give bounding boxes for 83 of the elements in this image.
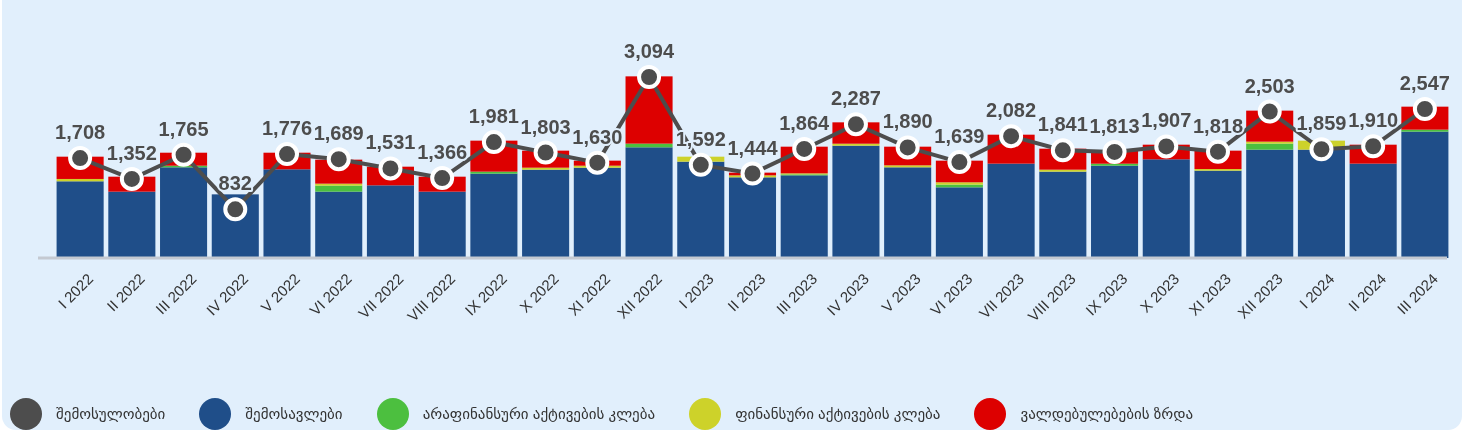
data-label: 2,082 <box>986 99 1037 122</box>
bar <box>728 177 777 258</box>
point <box>275 142 300 167</box>
bar <box>366 185 414 258</box>
bar <box>1246 143 1294 150</box>
bar <box>625 147 673 258</box>
bar <box>935 187 983 258</box>
point <box>1412 97 1437 121</box>
point <box>171 142 196 167</box>
data-label: 1,841 <box>1037 113 1088 136</box>
data-label: 1,352 <box>106 141 157 164</box>
bar <box>1091 165 1139 258</box>
point <box>68 146 93 171</box>
bar <box>1401 131 1449 258</box>
data-label: 1,444 <box>727 136 779 159</box>
bar <box>573 167 621 258</box>
point <box>223 197 248 222</box>
data-label: 1,910 <box>1348 109 1399 132</box>
bar <box>677 161 725 258</box>
legend-label: შემოსავლები <box>245 405 343 423</box>
data-label: 1,813 <box>1089 114 1140 137</box>
point <box>481 130 506 155</box>
bar <box>56 181 104 258</box>
data-label: 1,859 <box>1296 112 1347 135</box>
point <box>119 166 144 191</box>
data-label: 2,287 <box>830 87 881 110</box>
bar <box>1039 171 1087 258</box>
point <box>1309 137 1334 162</box>
point <box>895 135 920 160</box>
data-label: 1,765 <box>158 117 209 140</box>
data-label: 1,531 <box>365 131 416 154</box>
data-label: 1,776 <box>261 117 313 140</box>
data-label: 2,547 <box>1399 72 1450 94</box>
bar <box>884 167 932 258</box>
legend-label: შემოსულობები <box>56 405 166 423</box>
bar <box>1142 159 1190 258</box>
point <box>1154 134 1179 159</box>
bar <box>522 169 570 258</box>
data-label: 1,890 <box>882 110 933 133</box>
data-label: 1,366 <box>417 141 468 164</box>
bar <box>987 163 1035 258</box>
data-label: 3,094 <box>624 40 675 62</box>
bar <box>1246 149 1294 258</box>
bar <box>1194 170 1242 258</box>
point <box>843 112 868 137</box>
point <box>326 147 351 172</box>
point <box>1050 138 1075 163</box>
data-label: 1,689 <box>313 122 364 145</box>
data-label: 832 <box>218 172 252 195</box>
point <box>378 156 403 181</box>
legend-label: ფინანსური აქტივების კლება <box>735 405 941 423</box>
point <box>688 152 713 177</box>
bar <box>832 145 880 258</box>
point <box>1102 139 1127 164</box>
data-label: 1,708 <box>55 121 106 144</box>
bar <box>780 175 828 258</box>
point <box>430 166 455 191</box>
point <box>1205 139 1230 164</box>
data-label: 1,981 <box>468 105 519 128</box>
point <box>1361 134 1386 159</box>
data-label: 1,864 <box>779 111 831 134</box>
data-label: 2,503 <box>1244 74 1295 97</box>
bar <box>1349 163 1397 258</box>
bar <box>1297 149 1345 258</box>
bar <box>315 191 363 258</box>
data-label: 1,907 <box>1141 109 1192 132</box>
bar <box>263 169 311 258</box>
point <box>585 150 610 175</box>
bar <box>108 191 156 258</box>
bar <box>470 173 518 258</box>
legend-label: არაფინანსური აქტივების კლება <box>422 405 656 423</box>
data-label: 1,639 <box>934 125 985 148</box>
bar <box>160 167 208 258</box>
bar <box>315 185 363 192</box>
point <box>637 65 662 89</box>
bar <box>418 191 466 258</box>
data-label: 1,803 <box>520 115 571 138</box>
legend-label: ვალდებულებების ზრდა <box>1020 405 1194 423</box>
point <box>740 161 765 186</box>
point <box>1257 99 1282 124</box>
point <box>947 150 972 175</box>
data-label: 1,818 <box>1192 114 1244 137</box>
point <box>533 140 558 165</box>
